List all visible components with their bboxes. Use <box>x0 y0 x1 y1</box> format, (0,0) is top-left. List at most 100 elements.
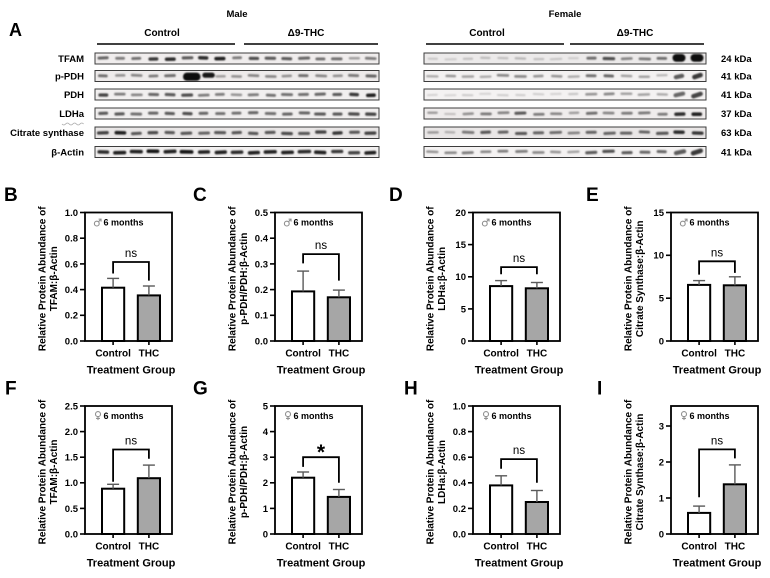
svg-text:5: 5 <box>659 294 665 305</box>
svg-text:0.4: 0.4 <box>65 285 79 296</box>
svg-text:1: 1 <box>659 493 665 504</box>
svg-text:Female: Female <box>549 9 582 20</box>
svg-text:Control: Control <box>469 28 505 39</box>
svg-text:41 kDa: 41 kDa <box>721 90 752 101</box>
svg-text:THC: THC <box>139 542 160 553</box>
svg-text:0.0: 0.0 <box>65 336 78 347</box>
svg-text:Control: Control <box>681 349 717 360</box>
svg-text:15: 15 <box>455 240 466 251</box>
svg-text:0.1: 0.1 <box>255 311 269 322</box>
svg-text:ns: ns <box>711 435 723 447</box>
svg-text:I: I <box>597 379 602 400</box>
svg-text:Δ9-THC: Δ9-THC <box>617 28 654 39</box>
svg-text:Treatment Group: Treatment Group <box>673 365 762 377</box>
svg-text:THC: THC <box>725 349 746 360</box>
svg-text:0.0: 0.0 <box>65 529 78 540</box>
svg-text:3: 3 <box>263 453 268 464</box>
svg-text:Control: Control <box>483 542 519 553</box>
svg-text:0.4: 0.4 <box>255 234 269 245</box>
svg-text:Citrate Synthase:β-Actin: Citrate Synthase:β-Actin <box>635 414 646 531</box>
svg-text:63 kDa: 63 kDa <box>721 128 752 139</box>
svg-text:Relative Protein Abundance of: Relative Protein Abundance of <box>624 399 635 544</box>
svg-text:0.2: 0.2 <box>453 504 466 515</box>
svg-text:Citrate synthase: Citrate synthase <box>10 128 84 139</box>
svg-text:0.0: 0.0 <box>255 336 268 347</box>
svg-text:0: 0 <box>263 529 268 540</box>
svg-text:LDHa:β-Actin: LDHa:β-Actin <box>437 440 448 504</box>
svg-text:Relative Protein Abundance of: Relative Protein Abundance of <box>228 399 239 544</box>
svg-text:Control: Control <box>95 349 131 360</box>
svg-text:TFAM:β-Actin: TFAM:β-Actin <box>49 246 60 311</box>
svg-text:1: 1 <box>263 504 269 515</box>
svg-text:Treatment Group: Treatment Group <box>673 558 762 570</box>
svg-text:Control: Control <box>285 349 321 360</box>
svg-text:Treatment Group: Treatment Group <box>475 365 564 377</box>
svg-text:F: F <box>5 379 17 400</box>
svg-text:C: C <box>193 185 207 206</box>
svg-text:37 kDa: 37 kDa <box>721 109 752 120</box>
svg-text:6 months: 6 months <box>492 411 532 421</box>
svg-text:4: 4 <box>263 427 269 438</box>
svg-text:Treatment Group: Treatment Group <box>87 558 176 570</box>
svg-text:Δ9-THC: Δ9-THC <box>288 28 325 39</box>
svg-text:THC: THC <box>329 542 350 553</box>
svg-text:Control: Control <box>483 349 519 360</box>
svg-text:THC: THC <box>329 349 350 360</box>
svg-text:*: * <box>317 441 326 464</box>
svg-text:p-PDH/PDH:β-Actin: p-PDH/PDH:β-Actin <box>239 426 250 518</box>
svg-text:THC: THC <box>725 542 746 553</box>
svg-text:41 kDa: 41 kDa <box>721 148 752 159</box>
svg-text:24 kDa: 24 kDa <box>721 54 752 65</box>
svg-text:2: 2 <box>263 478 268 489</box>
svg-text:1.0: 1.0 <box>65 208 78 219</box>
svg-text:p-PDH: p-PDH <box>55 72 84 83</box>
svg-text:Treatment Group: Treatment Group <box>277 365 366 377</box>
svg-text:15: 15 <box>653 208 664 219</box>
svg-text:PDH: PDH <box>64 90 84 101</box>
svg-text:0.8: 0.8 <box>453 427 466 438</box>
svg-text:41 kDa: 41 kDa <box>721 72 752 83</box>
svg-text:0.3: 0.3 <box>255 259 268 270</box>
svg-text:0.2: 0.2 <box>255 285 268 296</box>
svg-text:H: H <box>404 379 418 400</box>
svg-text:A: A <box>9 20 22 40</box>
svg-text:ns: ns <box>125 248 137 260</box>
svg-text:6 months: 6 months <box>104 218 144 228</box>
svg-text:6 months: 6 months <box>492 218 532 228</box>
svg-text:10: 10 <box>455 272 466 283</box>
svg-text:E: E <box>586 185 599 206</box>
svg-text:0.2: 0.2 <box>65 311 78 322</box>
svg-text:1.0: 1.0 <box>453 401 466 412</box>
svg-text:2: 2 <box>659 457 664 468</box>
svg-text:LDHa:β-Actin: LDHa:β-Actin <box>437 247 448 311</box>
svg-text:Control: Control <box>95 542 131 553</box>
svg-text:LDHa: LDHa <box>59 109 85 120</box>
svg-text:Relative Protein Abundance of: Relative Protein Abundance of <box>228 206 239 351</box>
svg-text:6 months: 6 months <box>690 411 730 421</box>
svg-text:1.0: 1.0 <box>65 478 78 489</box>
svg-text:B: B <box>4 185 18 206</box>
svg-text:THC: THC <box>139 349 160 360</box>
svg-text:THC: THC <box>527 349 548 360</box>
svg-text:0.4: 0.4 <box>453 478 467 489</box>
svg-text:0: 0 <box>659 529 664 540</box>
svg-text:6 months: 6 months <box>294 218 334 228</box>
svg-text:ns: ns <box>125 436 137 448</box>
svg-text:10: 10 <box>653 251 664 262</box>
svg-text:0: 0 <box>659 336 664 347</box>
svg-text:0.6: 0.6 <box>65 259 78 270</box>
svg-text:6 months: 6 months <box>690 218 730 228</box>
svg-text:ns: ns <box>711 247 723 259</box>
svg-text:Relative Protein Abundance of: Relative Protein Abundance of <box>38 206 49 351</box>
svg-text:0.5: 0.5 <box>65 504 79 515</box>
svg-text:0.6: 0.6 <box>453 453 466 464</box>
svg-text:Relative Protein Abundance of: Relative Protein Abundance of <box>38 399 49 544</box>
svg-text:G: G <box>193 379 208 400</box>
svg-text:β-Actin: β-Actin <box>51 148 84 159</box>
svg-text:0: 0 <box>461 336 466 347</box>
svg-text:D: D <box>389 185 403 206</box>
svg-text:Control: Control <box>681 542 717 553</box>
svg-text:ns: ns <box>513 445 525 457</box>
svg-text:3: 3 <box>659 421 664 432</box>
svg-text:Treatment Group: Treatment Group <box>475 558 564 570</box>
